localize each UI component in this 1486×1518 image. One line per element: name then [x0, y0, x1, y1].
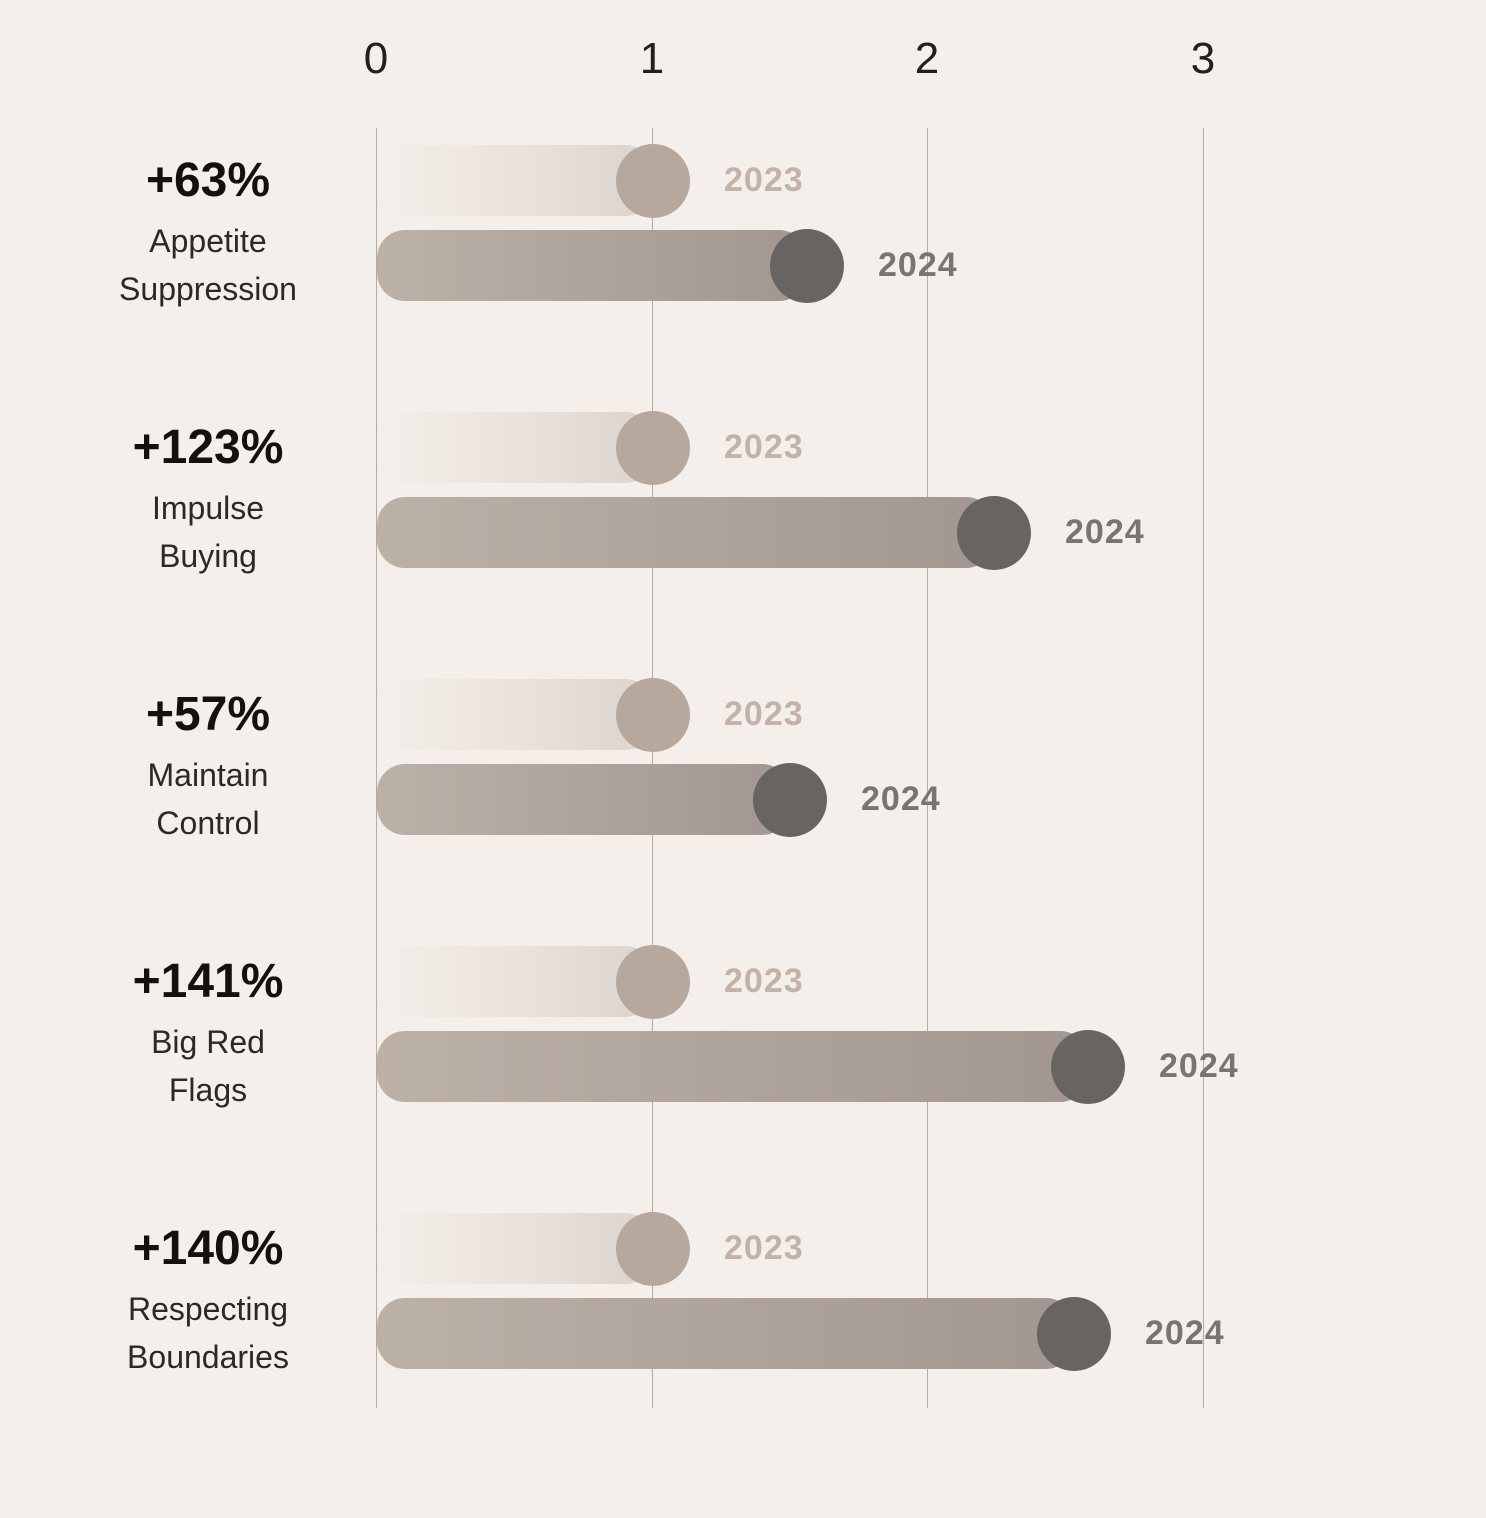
- x-axis-tick-0: 0: [363, 34, 389, 83]
- bar-2023-end-dot: [616, 143, 690, 218]
- year-label-2023: 2023: [724, 962, 804, 1000]
- growth-percent: +141%: [132, 955, 284, 1008]
- x-axis-tick-2: 2: [914, 34, 940, 83]
- category-label-maintain-control: +57% Maintain Control: [40, 687, 376, 847]
- growth-percent: +123%: [132, 421, 284, 474]
- bar-row-2024-impulse-buying: 2024: [377, 495, 1145, 570]
- bar-row-2023-big-red-flags: 2023: [377, 944, 804, 1019]
- category-name-line2: Buying: [159, 538, 257, 574]
- bar-2024-end-dot: [770, 228, 844, 303]
- category-label-big-red-flags: +141% Big Red Flags: [40, 954, 376, 1114]
- bar-2023: [377, 944, 690, 1019]
- year-label-2024: 2024: [1145, 1314, 1225, 1352]
- bar-2024-end-dot: [1051, 1029, 1125, 1104]
- year-label-2024: 2024: [1065, 513, 1145, 551]
- gridline-2: [927, 128, 928, 1408]
- category-label-respecting-boundaries: +140% Respecting Boundaries: [40, 1221, 376, 1381]
- bar-row-2024-maintain-control: 2024: [377, 762, 941, 837]
- category-name-line2: Boundaries: [127, 1339, 289, 1375]
- bar-row-2024-respecting-boundaries: 2024: [377, 1296, 1225, 1371]
- bar-2023-end-dot: [616, 677, 690, 752]
- bar-2024-end-dot: [753, 762, 827, 837]
- bar-2023: [377, 143, 690, 218]
- bar-row-2023-appetite-suppression: 2023: [377, 143, 804, 218]
- category-label-appetite-suppression: +63% Appetite Suppression: [40, 153, 376, 313]
- growth-percent: +140%: [132, 1222, 284, 1275]
- year-label-2023: 2023: [724, 1229, 804, 1267]
- bar-row-2023-impulse-buying: 2023: [377, 410, 804, 485]
- bar-2023: [377, 1211, 690, 1286]
- bar-row-2023-maintain-control: 2023: [377, 677, 804, 752]
- gridline-3: [1203, 128, 1204, 1408]
- bar-2023-end-dot: [616, 944, 690, 1019]
- year-label-2023: 2023: [724, 428, 804, 466]
- year-label-2024: 2024: [1159, 1047, 1239, 1085]
- bar-2024: [377, 762, 827, 837]
- bar-2024: [377, 228, 844, 303]
- category-name-line1: Maintain: [147, 757, 269, 793]
- bar-2024: [377, 1296, 1111, 1371]
- year-label-2024: 2024: [861, 780, 941, 818]
- growth-percent: +63%: [145, 154, 271, 207]
- bar-2023-end-dot: [616, 410, 690, 485]
- category-name-line1: Impulse: [151, 490, 265, 526]
- category-label-impulse-buying: +123% Impulse Buying: [40, 420, 376, 580]
- bar-2024: [377, 1029, 1125, 1104]
- year-label-2024: 2024: [878, 246, 958, 284]
- bar-2024-end-dot: [957, 495, 1031, 570]
- bar-row-2023-respecting-boundaries: 2023: [377, 1211, 804, 1286]
- bar-2023-end-dot: [616, 1211, 690, 1286]
- bar-2023: [377, 677, 690, 752]
- category-name-line2: Flags: [168, 1072, 248, 1108]
- gridline-0: [376, 128, 377, 1408]
- bar-2023: [377, 410, 690, 485]
- year-label-2023: 2023: [724, 161, 804, 199]
- category-name-line2: Suppression: [119, 271, 297, 307]
- category-name-line1: Respecting: [127, 1291, 289, 1327]
- bar-row-2024-big-red-flags: 2024: [377, 1029, 1239, 1104]
- x-axis-tick-1: 1: [639, 34, 665, 83]
- bar-2024-end-dot: [1037, 1296, 1111, 1371]
- category-name-line2: Control: [156, 805, 260, 841]
- growth-percent: +57%: [145, 688, 271, 741]
- bar-row-2024-appetite-suppression: 2024: [377, 228, 958, 303]
- category-name-line1: Appetite: [149, 223, 267, 259]
- category-name-line1: Big Red: [151, 1024, 265, 1060]
- x-axis-tick-3: 3: [1190, 34, 1216, 83]
- bar-2024: [377, 495, 1031, 570]
- year-label-2023: 2023: [724, 695, 804, 733]
